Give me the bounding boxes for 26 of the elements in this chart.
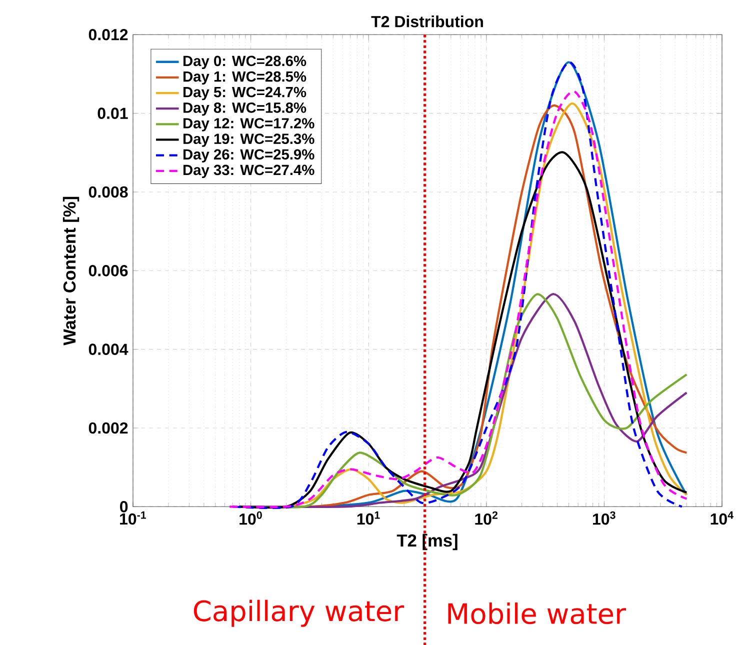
x-tick-label: 10$^{-1}$ bbox=[120, 511, 146, 525]
legend-label: Day 26: WC=25.9% bbox=[183, 149, 314, 162]
legend-label: Day 33: WC=27.4% bbox=[183, 164, 314, 178]
y-tick-label: 0.004 bbox=[88, 344, 128, 355]
y-axis-title: Water Content [%] bbox=[62, 196, 80, 346]
y-tick-label: 0 bbox=[120, 500, 128, 512]
x-tick-label: 10$^{3}$ bbox=[593, 511, 616, 525]
legend-label: Day 1: WC=28.5% bbox=[183, 71, 306, 84]
legend-label: Day 5: WC=24.7% bbox=[183, 86, 306, 100]
y-tick-label: 0.008 bbox=[88, 186, 128, 198]
y-tick-label: 0.012 bbox=[88, 28, 128, 40]
legend-label: Day 12: WC=17.2% bbox=[183, 118, 314, 132]
y-tick-label: 0.006 bbox=[88, 264, 128, 276]
x-tick-label: 10$^{1}$ bbox=[357, 511, 380, 525]
legend-label: Day 19: WC=25.3% bbox=[183, 133, 314, 147]
x-tick-label: 10$^{0}$ bbox=[240, 511, 262, 525]
text: Mobile water bbox=[448, 602, 626, 624]
x-axis-title: T2 [ms] bbox=[396, 534, 458, 550]
legend-label: Day 0: WC=28.6% bbox=[183, 56, 306, 69]
y-tick-label: 0.01 bbox=[98, 108, 128, 119]
x-tick-label: 10$^{4}$ bbox=[710, 511, 734, 525]
legend-label: Day 8: WC=15.8% bbox=[183, 102, 306, 116]
y-tick-label: 0.002 bbox=[88, 422, 128, 434]
x-tick-label: 10$^{2}$ bbox=[475, 511, 498, 525]
chart-title: T2 Distribution bbox=[371, 15, 483, 28]
text: Capillary water bbox=[194, 600, 404, 627]
